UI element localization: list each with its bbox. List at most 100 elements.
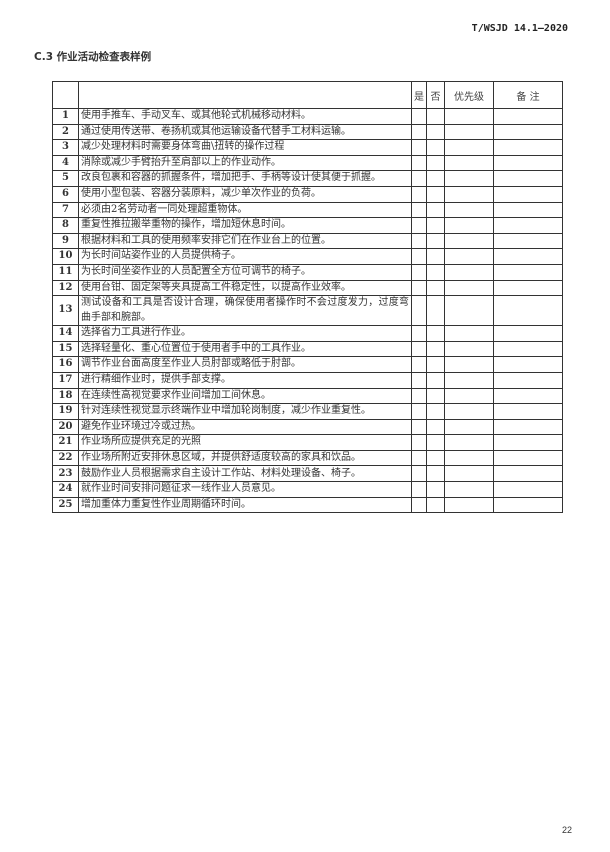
remarks-cell <box>493 356 563 373</box>
priority-cell <box>444 279 494 297</box>
table-row: 19 针对连续性视觉显示终端作业中增加轮岗制度，减少作业重复性。 <box>52 403 563 420</box>
no-cell <box>426 434 445 451</box>
table-row: 4 消除或减少手臂抬升至肩部以上的作业动作。 <box>52 154 563 172</box>
table-header-row: 是 否 优先级 备 注 <box>52 81 563 109</box>
no-cell <box>426 449 445 467</box>
yes-cell <box>411 496 427 514</box>
priority-cell <box>444 232 494 250</box>
remarks-cell <box>493 387 563 405</box>
priority-cell <box>444 371 494 389</box>
no-cell <box>426 217 445 234</box>
row-number: 20 <box>52 418 79 436</box>
row-item: 调节作业台面高度至作业人员肘部或略低于肘部。 <box>78 356 412 373</box>
remarks-cell <box>493 170 563 187</box>
table-row: 8 重复性推拉搬举重物的操作，增加短休息时间。 <box>52 217 563 234</box>
priority-cell <box>444 325 494 342</box>
standard-code: T/WSJD 14.1—2020 <box>471 23 568 34</box>
row-number: 24 <box>52 481 79 498</box>
row-number: 6 <box>52 185 79 203</box>
no-cell <box>426 170 445 187</box>
row-item: 使用小型包装、容器分装原料，减少单次作业的负荷。 <box>78 185 412 203</box>
row-item: 改良包裹和容器的抓握条件，增加把手、手柄等设计使其便于抓握。 <box>78 170 412 187</box>
priority-cell <box>444 263 494 281</box>
row-number: 13 <box>52 295 79 327</box>
yes-cell <box>411 465 427 483</box>
remarks-cell <box>493 108 563 125</box>
row-number: 23 <box>52 465 79 483</box>
yes-cell <box>411 418 427 436</box>
remarks-cell <box>493 248 563 265</box>
row-item: 重复性推拉搬举重物的操作，增加短休息时间。 <box>78 217 412 234</box>
yes-cell <box>411 403 427 420</box>
table-row: 14 选择省力工具进行作业。 <box>52 325 563 342</box>
no-cell <box>426 418 445 436</box>
remarks-cell <box>493 123 563 141</box>
remarks-cell <box>493 371 563 389</box>
table-row: 21 作业场所应提供充足的光照 <box>52 434 563 451</box>
yes-cell <box>411 449 427 467</box>
row-item: 使用手推车、手动叉车、或其他轮式机械移动材料。 <box>78 108 412 125</box>
row-number: 22 <box>52 449 79 467</box>
remarks-cell <box>493 465 563 483</box>
page-number: 22 <box>561 825 572 835</box>
no-cell <box>426 465 445 483</box>
no-cell <box>426 232 445 250</box>
row-item: 通过使用传送带、卷扬机或其他运输设备代替手工材料运输。 <box>78 123 412 141</box>
section-title: C.3 作业活动检查表样例 <box>34 51 152 63</box>
row-number: 1 <box>52 108 79 125</box>
yes-cell <box>411 185 427 203</box>
table-row: 11 为长时间坐姿作业的人员配置全方位可调节的椅子。 <box>52 263 563 281</box>
row-number: 2 <box>52 123 79 141</box>
row-item: 根据材料和工具的使用频率安排它们在作业台上的位置。 <box>78 232 412 250</box>
yes-cell <box>411 217 427 234</box>
row-number: 11 <box>52 263 79 281</box>
remarks-cell <box>493 340 563 358</box>
no-cell <box>426 356 445 373</box>
header-yes: 是 <box>411 81 427 109</box>
row-item: 测试设备和工具是否设计合理，确保使用者操作时不会过度发力，过度弯曲手部和腕部。 <box>78 295 412 327</box>
remarks-cell <box>493 201 563 219</box>
row-item: 避免作业环境过冷或过热。 <box>78 418 412 436</box>
row-number: 7 <box>52 201 79 219</box>
yes-cell <box>411 434 427 451</box>
no-cell <box>426 325 445 342</box>
priority-cell <box>444 340 494 358</box>
yes-cell <box>411 201 427 219</box>
yes-cell <box>411 356 427 373</box>
table-row: 5 改良包裹和容器的抓握条件，增加把手、手柄等设计使其便于抓握。 <box>52 170 563 187</box>
table-row: 22 作业场所附近安排休息区域，并提供舒适度较高的家具和饮品。 <box>52 449 563 467</box>
priority-cell <box>444 449 494 467</box>
yes-cell <box>411 232 427 250</box>
row-number: 15 <box>52 340 79 358</box>
priority-cell <box>444 108 494 125</box>
row-number: 12 <box>52 279 79 297</box>
table-row: 12 使用台钳、固定架等夹具提高工件稳定性，以提高作业效率。 <box>52 279 563 297</box>
table-row: 25 增加重体力重复性作业周期循环时间。 <box>52 496 563 514</box>
header-priority: 优先级 <box>444 81 494 109</box>
row-number: 16 <box>52 356 79 373</box>
table-row: 16 调节作业台面高度至作业人员肘部或略低于肘部。 <box>52 356 563 373</box>
remarks-cell <box>493 434 563 451</box>
checklist-table: 是 否 优先级 备 注 1 使用手推车、手动叉车、或其他轮式机械移动材料。 2 通过使… <box>52 81 563 514</box>
header-no <box>52 81 79 109</box>
priority-cell <box>444 403 494 420</box>
priority-cell <box>444 496 494 514</box>
table-row: 10 为长时间站姿作业的人员提供椅子。 <box>52 248 563 265</box>
row-item: 减少处理材料时需要身体弯曲\扭转的操作过程 <box>78 139 412 156</box>
row-number: 18 <box>52 387 79 405</box>
table-row: 24 就作业时间安排问题征求一线作业人员意见。 <box>52 481 563 498</box>
row-item: 在连续性高视觉要求作业间增加工间休息。 <box>78 387 412 405</box>
table-row: 23 鼓励作业人员根据需求自主设计工作站、材料处理设备、椅子。 <box>52 465 563 483</box>
no-cell <box>426 108 445 125</box>
row-number: 17 <box>52 371 79 389</box>
yes-cell <box>411 108 427 125</box>
row-number: 9 <box>52 232 79 250</box>
remarks-cell <box>493 481 563 498</box>
no-cell <box>426 279 445 297</box>
remarks-cell <box>493 154 563 172</box>
priority-cell <box>444 217 494 234</box>
table-row: 7 必须由2名劳动者一同处理超重物体。 <box>52 201 563 219</box>
row-item: 为长时间坐姿作业的人员配置全方位可调节的椅子。 <box>78 263 412 281</box>
priority-cell <box>444 465 494 483</box>
priority-cell <box>444 481 494 498</box>
